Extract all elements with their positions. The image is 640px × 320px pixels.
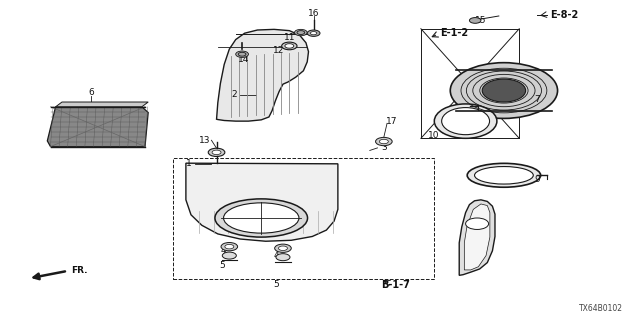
Text: 9: 9 [534, 175, 540, 184]
Text: 16: 16 [308, 9, 319, 18]
Text: 1: 1 [186, 159, 192, 168]
Text: 12: 12 [273, 46, 285, 55]
Text: E-1-2: E-1-2 [440, 28, 468, 38]
Text: 4: 4 [220, 246, 226, 255]
Circle shape [275, 244, 291, 252]
Text: 5: 5 [274, 280, 280, 289]
Circle shape [466, 218, 488, 229]
Circle shape [212, 150, 221, 155]
Text: TX64B0102: TX64B0102 [579, 304, 623, 313]
Text: 3: 3 [381, 143, 387, 152]
Ellipse shape [451, 63, 557, 118]
Ellipse shape [215, 199, 308, 237]
Polygon shape [460, 200, 495, 275]
Text: 11: 11 [284, 34, 296, 43]
Polygon shape [216, 29, 308, 121]
Text: 5: 5 [220, 261, 225, 270]
Circle shape [278, 246, 287, 251]
Text: 2: 2 [231, 90, 237, 99]
Circle shape [221, 243, 237, 251]
Polygon shape [47, 107, 148, 147]
Circle shape [307, 30, 320, 36]
Circle shape [294, 29, 307, 36]
Circle shape [376, 137, 392, 146]
Polygon shape [465, 204, 490, 270]
Ellipse shape [223, 203, 299, 233]
Text: B-1-7: B-1-7 [381, 280, 410, 290]
Circle shape [276, 254, 290, 261]
Circle shape [222, 252, 236, 259]
Text: 14: 14 [237, 55, 249, 64]
Circle shape [225, 244, 234, 249]
Circle shape [297, 31, 305, 35]
Text: 4: 4 [274, 251, 280, 260]
Circle shape [380, 139, 388, 144]
Text: 15: 15 [475, 16, 486, 25]
Polygon shape [56, 102, 148, 107]
Text: 8: 8 [472, 253, 477, 262]
Ellipse shape [482, 79, 525, 102]
Circle shape [469, 18, 481, 23]
Text: 7: 7 [534, 95, 540, 104]
Circle shape [310, 32, 317, 35]
Circle shape [208, 148, 225, 156]
Text: E-8-2: E-8-2 [550, 10, 578, 20]
Circle shape [285, 44, 294, 48]
Text: 10: 10 [428, 131, 440, 140]
Circle shape [282, 42, 297, 50]
Ellipse shape [467, 163, 541, 187]
Polygon shape [186, 163, 338, 241]
Circle shape [238, 52, 246, 56]
Text: FR.: FR. [71, 266, 88, 276]
Bar [173, 158, 434, 278]
Ellipse shape [442, 108, 490, 135]
Text: 13: 13 [199, 136, 211, 145]
Text: 17: 17 [386, 116, 397, 126]
Ellipse shape [474, 166, 533, 184]
Ellipse shape [435, 104, 497, 138]
Circle shape [236, 51, 248, 57]
Text: 6: 6 [88, 88, 94, 97]
